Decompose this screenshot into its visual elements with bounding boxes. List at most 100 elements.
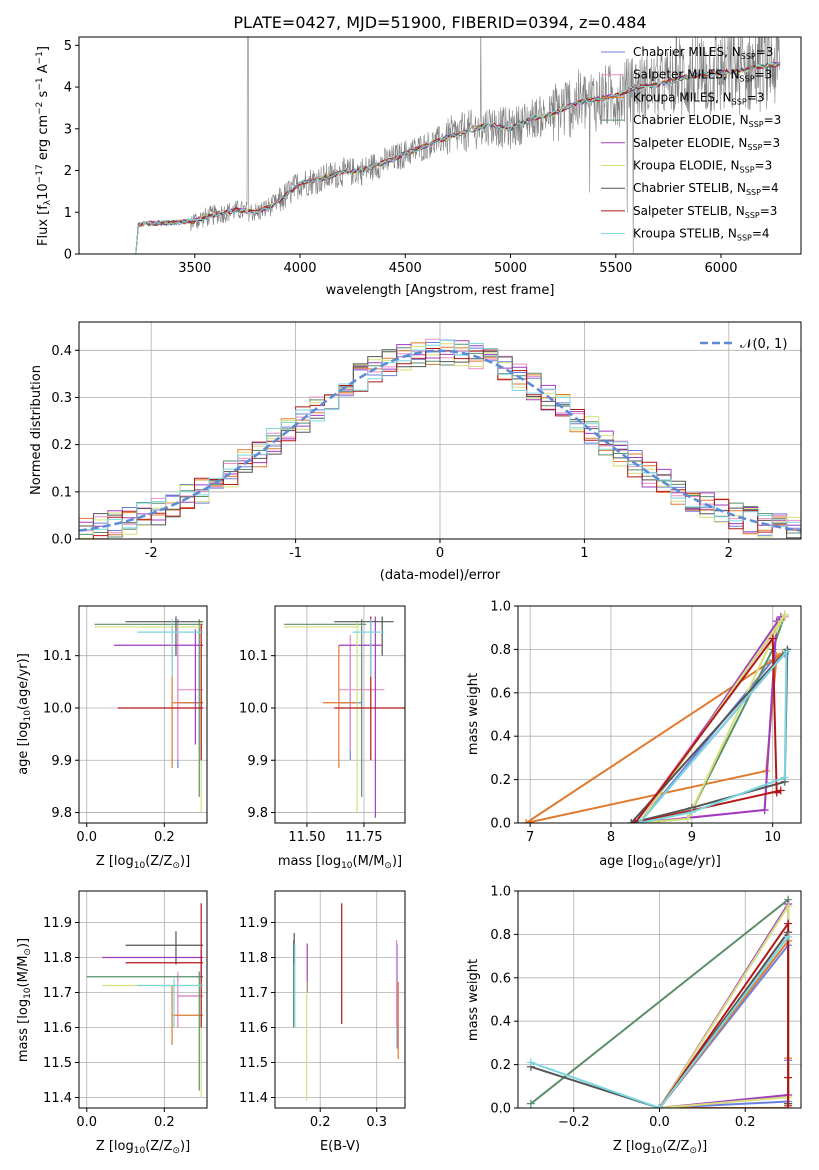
axis-label-part: 10 [134, 1146, 146, 1156]
y-axis-label: mass weight [466, 959, 481, 1041]
y-tick-label: 5 [64, 39, 72, 54]
x-tick-label: 11.75 [345, 830, 382, 845]
y-tick-label: 10.1 [239, 649, 268, 664]
axis-label-part: )] [392, 854, 402, 869]
y-tick-label: 10.1 [43, 649, 72, 664]
legend-entry-name: Chabrier STELIB, N [633, 181, 746, 195]
figure-title: PLATE=0427, MJD=51900, FIBERID=0394, z=0… [233, 13, 646, 32]
mass-weight-marker [780, 773, 789, 782]
y-axis-label-part: −1 [35, 51, 45, 64]
y-axis-label-part: A [36, 64, 51, 77]
legend-entry: 𝒩(0, 1) [740, 337, 787, 352]
mass-weight-marker [760, 805, 769, 814]
mass-weight-marker [526, 1099, 535, 1108]
axes-frame [78, 36, 802, 255]
axes-frame [274, 890, 406, 1109]
legend-entry-sub: SSP [745, 211, 760, 220]
legend-entry-tail: =4 [761, 181, 779, 195]
x-tick-label: 4500 [389, 261, 422, 276]
axis-label-part: 10 [23, 710, 33, 722]
axis-label-part: (age/yr)] [16, 653, 31, 710]
x-tick-label: -1 [289, 546, 302, 561]
y-axis-label-part: Flux [f [36, 205, 51, 246]
panel-age-vs-Z: 0.0 0.29.89.910.010.1Z [log10(Z/Z⊙)]age [… [16, 605, 208, 871]
y-axis-label: mass [log10(M/M⊙)] [16, 938, 33, 1062]
plot-area [522, 610, 792, 823]
panel-mass-vs-Z: 0.0 0.211.411.511.611.711.811.9Z [log10(Z… [16, 890, 208, 1156]
y-tick-label: 9.8 [247, 806, 268, 821]
axis-label-part: )] [180, 854, 190, 869]
legend-entry: Chabrier STELIB, NSSP=4 [633, 181, 779, 197]
panel-mass-weight-vs-Z: −0.2 0.0 0.2 0.0 0.2 0.4 0.6 0.8 1.0 Z [log10(Z/Z… [466, 885, 802, 1156]
mass-weight-marker [776, 786, 785, 795]
axis-label-part: Z [log [96, 1139, 134, 1154]
y-tick-label: 9.9 [51, 754, 72, 769]
x-tick-label: 0 [436, 546, 444, 561]
legend-entry-name: Salpeter ELODIE, N [633, 136, 747, 150]
y-tick-label: 0.0 [490, 817, 511, 832]
y-tick-label: 11.6 [43, 1021, 72, 1036]
legend-entry: Chabrier MILES, NSSP=3 [633, 45, 773, 61]
axis-label-part: mass [log [16, 999, 31, 1062]
legend-entry-name: Chabrier MILES, N [633, 45, 741, 59]
axis-label-part: (M/M [16, 956, 31, 988]
y-tick-label: 0.4 [490, 730, 511, 745]
axis-label-part: Z [log [613, 1139, 651, 1154]
legend-entry-tail: =3 [764, 113, 782, 127]
y-tick-label: 4 [64, 81, 72, 96]
x-axis-label: E(B-V) [320, 1139, 360, 1154]
plot-area [526, 895, 793, 1108]
mass-weight-line [530, 935, 789, 1108]
residual-histogram [79, 339, 801, 539]
x-tick-label: 8 [607, 830, 615, 845]
y-tick-label: 10.0 [239, 701, 268, 716]
axis-label-part: )] [180, 1139, 190, 1154]
y-tick-label: 0.0 [51, 533, 72, 548]
legend-entry-tail: =3 [760, 204, 778, 218]
y-tick-label: 1.0 [490, 600, 511, 615]
x-tick-label: -2 [145, 546, 158, 561]
axis-label-part: 10 [134, 861, 146, 871]
legend-entry-sub: SSP [740, 166, 755, 175]
y-axis-label-part: s [36, 90, 51, 101]
mass-weight-marker [768, 634, 777, 643]
x-tick-label: 0.2 [154, 1115, 175, 1130]
x-tick-label: 0.2 [154, 830, 175, 845]
mass-weight-marker [784, 902, 793, 911]
axis-label-part: (Z/Z [145, 1139, 172, 1154]
legend-entry-tail: =3 [747, 90, 765, 104]
y-tick-label: 11.5 [239, 1056, 268, 1071]
y-tick-label: 2 [64, 164, 72, 179]
y-tick-label: 11.9 [239, 916, 268, 931]
legend-entry: Salpeter STELIB, NSSP=3 [633, 204, 777, 220]
y-tick-label: 0 [64, 248, 72, 263]
mass-weight-marker [772, 788, 781, 797]
plot-area [293, 903, 399, 1101]
x-axis-label: wavelength [Angstrom, rest frame] [326, 283, 555, 298]
x-tick-label: 5500 [599, 261, 632, 276]
x-tick-label: 0.2 [735, 1115, 756, 1130]
mass-weight-marker [522, 819, 531, 823]
legend-entry-sub: SSP [749, 120, 764, 129]
y-tick-label: 11.8 [43, 951, 72, 966]
x-tick-label: 2 [725, 546, 733, 561]
axis-label-part: ⊙ [23, 948, 33, 956]
panel-spectrum: 3500 4000 4500 5000 5500 6000 0 1 2 3 4 5 wavelength… [35, 36, 802, 298]
y-axis-label: age [log10(age/yr)] [16, 653, 33, 775]
mass-weight-marker [526, 1058, 535, 1067]
y-tick-label: 10.0 [43, 701, 72, 716]
x-axis-label: (data-model)/error [380, 568, 501, 583]
y-tick-label: 1.0 [490, 885, 511, 900]
x-tick-label: 0.3 [366, 1115, 387, 1130]
x-tick-label: 0.0 [76, 830, 97, 845]
panels: 3500 4000 4500 5000 5500 6000 0 1 2 3 4 5 wavelength… [16, 36, 802, 1156]
mass-weight-marker [631, 819, 640, 823]
plot-area [284, 616, 405, 818]
legend-entry-name: Salpeter STELIB, N [633, 204, 745, 218]
mass-weight-marker [683, 814, 692, 823]
x-tick-label: 0.0 [76, 1115, 97, 1130]
panel-age-vs-mass: 11.50 11.75 9.8 9.9 10.0 10.1 mass [log10(M/M⊙… [239, 605, 406, 871]
y-tick-label: 0.4 [51, 344, 72, 359]
